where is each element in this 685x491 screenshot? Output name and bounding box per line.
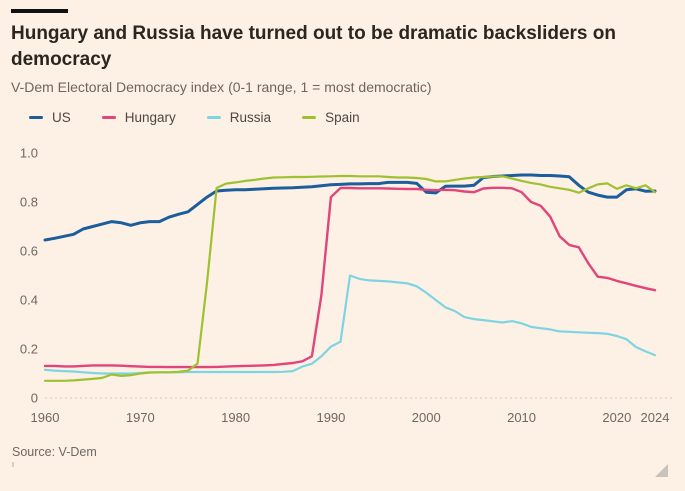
y-axis-tick-label: 0.6 <box>20 244 38 259</box>
legend-item-spain: Spain <box>302 110 360 125</box>
chart-title: Hungary and Russia have turned out to be… <box>11 23 616 71</box>
legend-item-hungary: Hungary <box>101 110 176 125</box>
legend-label: Hungary <box>124 110 176 125</box>
x-axis-tick-label: 1960 <box>31 410 60 425</box>
chart-subtitle: V-Dem Electoral Democracy index (0-1 ran… <box>11 79 432 95</box>
y-axis-tick-label: 0.4 <box>20 293 38 308</box>
x-axis-tick-label: 1990 <box>316 410 345 425</box>
line-series-hungary <box>43 186 657 369</box>
line-series-us <box>43 173 657 242</box>
x-axis-tick-label: 2024 <box>641 410 670 425</box>
legend-swatch-icon <box>29 116 43 119</box>
y-axis-tick-label: 0 <box>31 391 38 406</box>
source-credit: Source: V-Dem <box>12 445 97 459</box>
resize-handle-icon[interactable] <box>655 464 668 477</box>
legend: US Hungary Russia Spain <box>29 110 360 125</box>
x-axis-tick-label: 2010 <box>507 410 536 425</box>
x-axis-tick-label: 2020 <box>602 410 631 425</box>
chart-area: 0 0.2 0.4 0.6 0.8 1.0 1960 1970 1980 1990 2000 2010… <box>0 140 685 432</box>
caret-mark <box>12 462 14 467</box>
legend-label: Spain <box>325 110 360 125</box>
legend-item-russia: Russia <box>206 110 272 125</box>
legend-label: US <box>52 110 71 125</box>
line-series-spain <box>43 174 657 382</box>
chart-svg: 0 0.2 0.4 0.6 0.8 1.0 1960 1970 1980 1990 2000 2010… <box>20 146 672 425</box>
accent-bar <box>11 9 68 13</box>
y-axis-tick-label: 0.8 <box>20 195 38 210</box>
legend-swatch-icon <box>302 116 317 119</box>
legend-item-us: US <box>29 110 71 125</box>
legend-swatch-icon <box>101 116 116 119</box>
y-axis-tick-label: 0.2 <box>20 342 38 357</box>
x-axis-tick-label: 2000 <box>412 410 441 425</box>
y-axis-tick-label: 1.0 <box>20 146 38 161</box>
legend-label: Russia <box>229 110 272 125</box>
legend-swatch-icon <box>206 116 221 119</box>
x-axis-tick-label: 1970 <box>126 410 155 425</box>
x-axis-tick-label: 1980 <box>221 410 250 425</box>
line-series-russia <box>43 274 657 375</box>
